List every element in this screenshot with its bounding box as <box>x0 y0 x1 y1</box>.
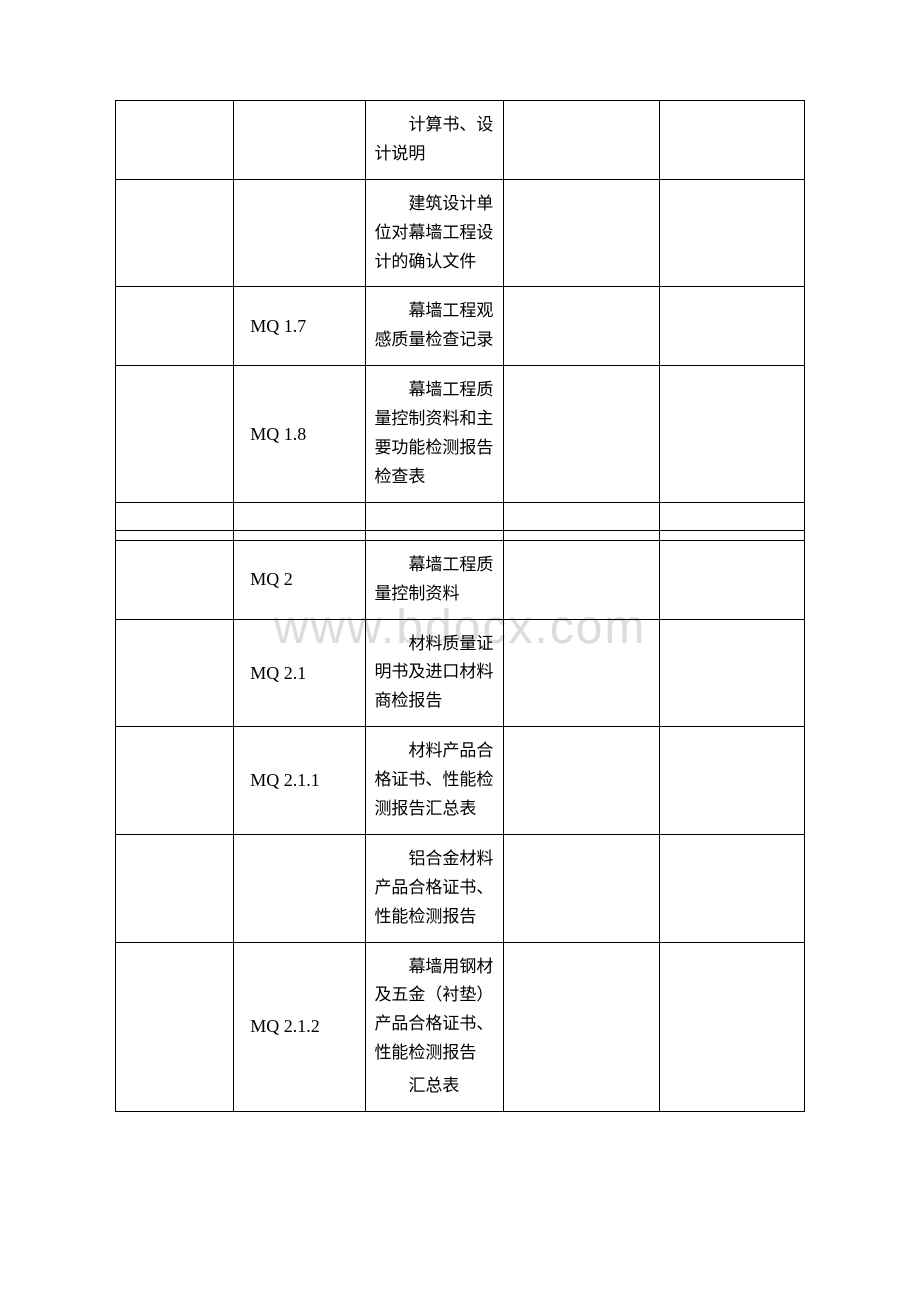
table-cell-code: MQ 2.1.1 <box>234 727 366 835</box>
table-row: MQ 2.1 材料质量证明书及进口材料商检报告 <box>116 619 805 727</box>
table-cell-empty <box>504 287 660 366</box>
table-cell-empty <box>234 502 366 530</box>
table-cell-empty <box>116 540 234 619</box>
table-cell-empty <box>234 530 366 540</box>
table-cell-empty <box>116 727 234 835</box>
table-cell-empty <box>504 502 660 530</box>
table-cell-empty <box>504 101 660 180</box>
document-table: 计算书、设计说明 建筑设计单位对幕墙工程设计的确认文件 MQ 1.7 幕墙工程观… <box>115 100 805 1112</box>
table-cell-empty <box>659 530 804 540</box>
table-cell-code <box>234 834 366 942</box>
table-cell-empty <box>659 834 804 942</box>
table-row: 计算书、设计说明 <box>116 101 805 180</box>
table-cell-code <box>234 101 366 180</box>
document-table-container: 计算书、设计说明 建筑设计单位对幕墙工程设计的确认文件 MQ 1.7 幕墙工程观… <box>115 100 805 1112</box>
table-cell-empty <box>504 619 660 727</box>
table-cell-code: MQ 2.1 <box>234 619 366 727</box>
table-cell-empty <box>116 942 234 1111</box>
table-cell-empty <box>659 727 804 835</box>
table-row-spacer <box>116 530 805 540</box>
table-cell-code: MQ 2 <box>234 540 366 619</box>
table-row-empty <box>116 502 805 530</box>
table-cell-empty <box>659 101 804 180</box>
table-cell-empty <box>659 942 804 1111</box>
table-cell-empty <box>659 502 804 530</box>
table-cell-desc: 幕墙工程质量控制资料 <box>366 540 504 619</box>
table-cell-empty <box>659 179 804 287</box>
table-cell-desc: 计算书、设计说明 <box>366 101 504 180</box>
table-cell-empty <box>504 540 660 619</box>
table-cell-empty <box>659 540 804 619</box>
table-cell-empty <box>659 287 804 366</box>
table-row: MQ 1.7 幕墙工程观感质量检查记录 <box>116 287 805 366</box>
table-cell-empty <box>366 502 504 530</box>
table-cell-empty <box>116 619 234 727</box>
table-cell-empty <box>116 502 234 530</box>
table-row: MQ 1.8 幕墙工程质量控制资料和主要功能检测报告检查表 <box>116 366 805 503</box>
table-cell-empty <box>116 287 234 366</box>
table-cell-code: MQ 2.1.2 <box>234 942 366 1111</box>
table-cell-desc: 材料质量证明书及进口材料商检报告 <box>366 619 504 727</box>
table-cell-empty <box>504 942 660 1111</box>
table-row: MQ 2.1.2 幕墙用钢材及五金（衬垫）产品合格证书、性能检测报告 汇总表 <box>116 942 805 1111</box>
table-cell-empty <box>116 530 234 540</box>
table-cell-desc: 幕墙用钢材及五金（衬垫）产品合格证书、性能检测报告 汇总表 <box>366 942 504 1111</box>
table-row: MQ 2 幕墙工程质量控制资料 <box>116 540 805 619</box>
table-cell-empty <box>504 179 660 287</box>
table-row: 铝合金材料产品合格证书、性能检测报告 <box>116 834 805 942</box>
table-cell-empty <box>116 179 234 287</box>
table-cell-empty <box>116 834 234 942</box>
table-row: MQ 2.1.1 材料产品合格证书、性能检测报告汇总表 <box>116 727 805 835</box>
table-cell-empty <box>116 101 234 180</box>
table-cell-desc: 铝合金材料产品合格证书、性能检测报告 <box>366 834 504 942</box>
table-cell-empty <box>659 619 804 727</box>
table-cell-code <box>234 179 366 287</box>
table-cell-empty <box>504 727 660 835</box>
table-cell-empty <box>504 834 660 942</box>
table-cell-empty <box>366 530 504 540</box>
table-cell-desc: 建筑设计单位对幕墙工程设计的确认文件 <box>366 179 504 287</box>
table-cell-empty <box>504 530 660 540</box>
table-cell-empty <box>116 366 234 503</box>
table-cell-desc: 幕墙工程质量控制资料和主要功能检测报告检查表 <box>366 366 504 503</box>
table-cell-desc: 材料产品合格证书、性能检测报告汇总表 <box>366 727 504 835</box>
table-cell-code: MQ 1.7 <box>234 287 366 366</box>
table-cell-empty <box>504 366 660 503</box>
table-cell-desc: 幕墙工程观感质量检查记录 <box>366 287 504 366</box>
table-row: 建筑设计单位对幕墙工程设计的确认文件 <box>116 179 805 287</box>
table-cell-empty <box>659 366 804 503</box>
table-cell-code: MQ 1.8 <box>234 366 366 503</box>
